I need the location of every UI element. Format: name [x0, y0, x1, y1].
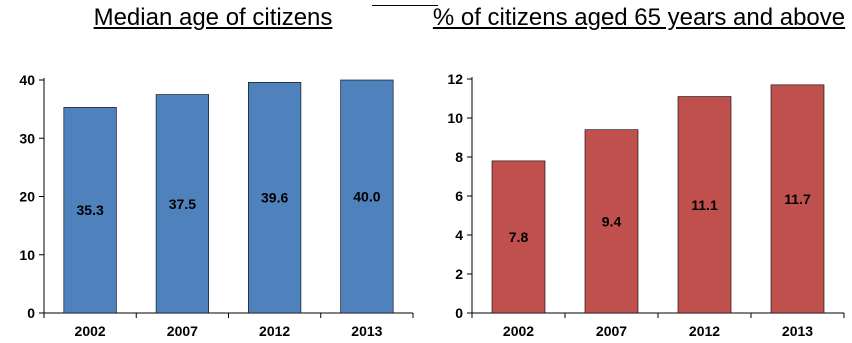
x-tick-label: 2013 — [351, 323, 382, 339]
elderly-share-panel: % of citizens aged 65 years and above 0 2… — [426, 0, 852, 343]
x-tick-label: 2012 — [259, 323, 290, 339]
y-tick-label: 4 — [455, 227, 463, 243]
bar — [584, 129, 639, 314]
data-label: 7.8 — [509, 229, 529, 245]
y-tick-label: 10 — [447, 110, 463, 126]
x-tick-label: 2002 — [75, 323, 106, 339]
x-tick-label: 2012 — [689, 323, 720, 339]
bar — [155, 94, 209, 314]
bar — [770, 84, 825, 314]
bar — [677, 96, 732, 314]
y-tick-label: 8 — [455, 149, 463, 165]
bar — [248, 82, 302, 314]
data-label: 40.0 — [353, 189, 380, 205]
x-tick-label: 2013 — [782, 323, 813, 339]
x-tick-label: 2007 — [167, 323, 198, 339]
top-divider-line — [372, 5, 438, 6]
y-tick-label: 0 — [455, 305, 463, 321]
x-tick-label: 2002 — [503, 323, 534, 339]
data-label: 35.3 — [77, 202, 104, 218]
data-label: 39.6 — [261, 190, 288, 206]
chart-title: Median age of citizens — [93, 4, 333, 31]
y-tick-label: 20 — [19, 189, 35, 205]
y-tick-label: 30 — [19, 130, 35, 146]
y-tick-label: 0 — [27, 305, 35, 321]
y-tick-label: 2 — [455, 266, 463, 282]
bar — [340, 79, 394, 314]
x-tick-label: 2007 — [596, 323, 627, 339]
chart-title: % of citizens aged 65 years and above — [432, 4, 846, 31]
data-label: 11.1 — [691, 197, 718, 213]
median-age-chart: 0 10 20 30 40 35.3 2002 37.5 2007 39.6 2012 40.0 201… — [19, 72, 414, 339]
y-tick-label: 40 — [19, 72, 35, 88]
bar — [63, 107, 117, 314]
bar — [491, 160, 546, 314]
y-tick-label: 6 — [455, 188, 463, 204]
y-tick-label: 12 — [447, 71, 463, 87]
elderly-share-chart: 0 2 4 6 8 10 12 7.8 2002 9.4 2007 11.1 2012 11.7 2013 — [447, 71, 845, 339]
data-label: 37.5 — [169, 196, 196, 212]
data-label: 9.4 — [602, 213, 622, 229]
data-label: 11.7 — [784, 191, 811, 207]
median-age-panel: Median age of citizens 0 10 20 30 40 35.3 2002… — [19, 4, 414, 339]
y-tick-label: 10 — [19, 247, 35, 263]
